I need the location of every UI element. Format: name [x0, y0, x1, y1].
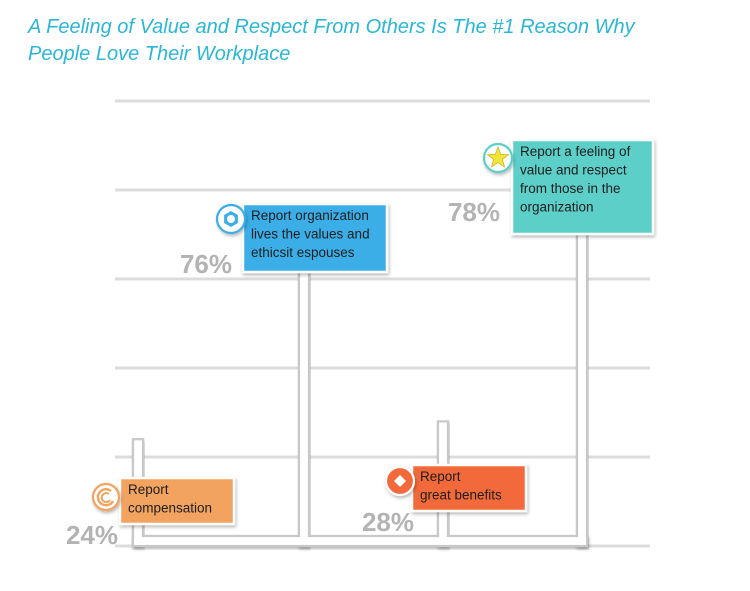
spiral-icon: [96, 488, 115, 507]
bar-label: Report a feeling of: [520, 144, 631, 159]
hexagon-icon: [227, 215, 235, 223]
label-box-respect: [510, 138, 655, 236]
bar-join: [439, 534, 447, 545]
diamond-icon: [394, 475, 406, 487]
value-label: 28%: [362, 507, 414, 537]
bar-join: [300, 534, 308, 545]
bar-join: [134, 534, 142, 545]
bar-label: compensation: [128, 501, 212, 516]
bar-label: ethicsit espouses: [251, 245, 355, 260]
chart-title: A Feeling of Value and Respect From Othe…: [28, 14, 728, 68]
bar-label: organization: [520, 200, 594, 215]
bar-label: great benefits: [420, 488, 502, 503]
bar-label: from those in the: [520, 181, 621, 196]
bar-join: [578, 534, 586, 545]
chart-title-line-2: People Love Their Workplace: [28, 43, 291, 65]
bar-label: Report organization: [251, 208, 369, 223]
bar-label: Report: [420, 469, 461, 484]
bar-label: lives the values and: [251, 227, 370, 242]
bar-label: Report: [128, 482, 169, 497]
value-label: 76%: [180, 249, 232, 279]
chart-title-line-1: A Feeling of Value and Respect From Othe…: [28, 16, 635, 38]
bar-base: [131, 534, 589, 548]
value-label: 24%: [66, 520, 118, 550]
label-box-values: [241, 202, 389, 274]
bar-label: value and respect: [520, 163, 627, 178]
bar: [575, 185, 589, 548]
star-icon: [486, 145, 510, 168]
label-box-compensation: [118, 476, 236, 526]
value-label: 78%: [448, 197, 500, 227]
spiral-icon: [100, 492, 111, 504]
